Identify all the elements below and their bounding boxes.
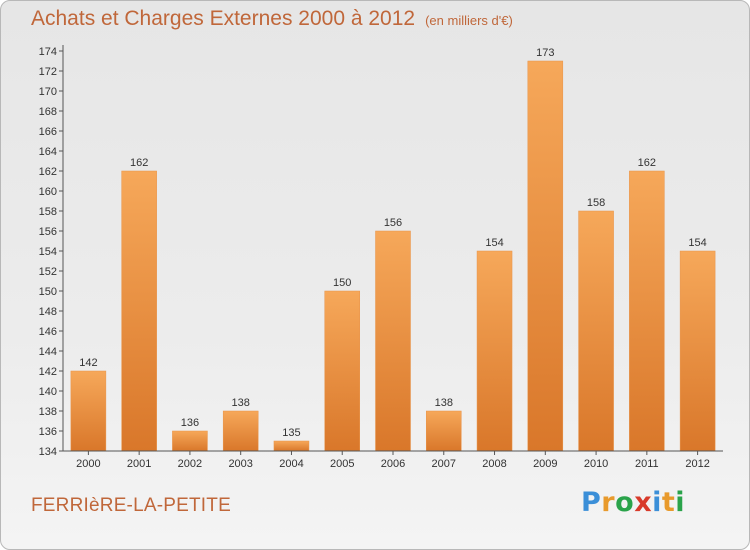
logo-letter: i <box>652 487 662 518</box>
x-tick-label-2006: 2006 <box>381 458 405 470</box>
x-tick-label-2010: 2010 <box>584 458 608 470</box>
y-tick-label: 164 <box>39 146 57 158</box>
x-tick-label-2007: 2007 <box>432 458 456 470</box>
y-tick-label: 146 <box>39 326 57 338</box>
x-tick-label-2004: 2004 <box>279 458 303 470</box>
y-tick-label: 160 <box>39 186 57 198</box>
chart-subtitle: (en milliers d'€) <box>425 13 513 28</box>
x-tick-label-2003: 2003 <box>228 458 252 470</box>
value-label-2007: 138 <box>435 397 453 409</box>
value-label-2009: 173 <box>536 47 554 59</box>
y-tick-label: 152 <box>39 266 57 278</box>
value-label-2001: 162 <box>130 157 148 169</box>
bar-2005 <box>324 290 360 452</box>
x-tick-label-2000: 2000 <box>76 458 100 470</box>
bar-2011 <box>629 170 665 452</box>
y-tick-label: 150 <box>39 286 57 298</box>
x-tick-label-2002: 2002 <box>178 458 202 470</box>
x-tick-label-2001: 2001 <box>127 458 151 470</box>
y-tick-label: 162 <box>39 166 57 178</box>
y-tick-label: 154 <box>39 246 57 258</box>
x-tick-label-2011: 2011 <box>635 458 659 470</box>
x-tick-label-2005: 2005 <box>330 458 354 470</box>
value-label-2010: 158 <box>587 197 605 209</box>
bar-2010 <box>578 210 614 452</box>
bar-2006 <box>375 230 411 452</box>
bar-2000 <box>70 370 107 452</box>
y-tick-label: 148 <box>39 306 57 318</box>
proxiti-logo: Proxiti <box>581 487 685 518</box>
x-tick-label-2009: 2009 <box>533 458 557 470</box>
logo-letter: r <box>601 487 616 518</box>
bar-2001 <box>121 170 157 452</box>
logo-letter: o <box>615 487 635 518</box>
bar-2009 <box>527 60 564 452</box>
y-axis: 134 136 138 140 142 144 146 148 150 152 154 156 158 1… <box>39 45 64 458</box>
y-tick-label: 170 <box>39 86 57 98</box>
bar-2008 <box>476 250 513 452</box>
y-tick-label: 136 <box>39 426 57 438</box>
logo-letter: P <box>581 487 602 518</box>
value-label-2004: 135 <box>282 427 300 439</box>
y-tick-label: 174 <box>39 46 57 58</box>
y-tick-label: 140 <box>39 386 57 398</box>
chart-title-text: Achats et Charges Externes 2000 à 2012 <box>31 7 416 30</box>
y-tick-label: 156 <box>39 226 57 238</box>
value-label-2012: 154 <box>688 237 706 249</box>
y-tick-label: 172 <box>39 66 57 78</box>
x-axis: 2000 2001 2002 2003 2004 2005 2006 2007 2008 2009… <box>63 450 723 470</box>
x-tick-label-2012: 2012 <box>685 458 709 470</box>
y-tick-label: 134 <box>39 446 57 458</box>
y-tick-label: 166 <box>39 126 57 138</box>
value-label-2003: 138 <box>232 397 250 409</box>
value-label-2006: 156 <box>384 217 402 229</box>
bar-2012 <box>679 250 716 452</box>
y-tick-label: 158 <box>39 206 57 218</box>
value-label-2000: 142 <box>79 357 97 369</box>
y-tick-label: 138 <box>39 406 57 418</box>
value-label-2002: 136 <box>181 417 199 429</box>
bar-2002 <box>172 430 208 452</box>
bar-2007 <box>426 410 462 452</box>
x-tick-label-2008: 2008 <box>482 458 506 470</box>
value-label-2005: 150 <box>333 277 351 289</box>
y-tick-label: 142 <box>39 366 57 378</box>
y-tick-label: 168 <box>39 106 57 118</box>
chart-title: Achats et Charges Externes 2000 à 2012 (e… <box>31 7 513 31</box>
logo-letter: x <box>634 487 653 518</box>
y-tick-label: 144 <box>39 346 57 358</box>
logo-letter: i <box>675 487 686 518</box>
bar-2004 <box>273 440 310 452</box>
commune-name: FERRIèRE-LA-PETITE <box>31 495 231 516</box>
value-label-2011: 162 <box>638 157 656 169</box>
value-label-2008: 154 <box>485 237 503 249</box>
bar-2003 <box>222 410 259 452</box>
logo-letter: t <box>661 487 676 518</box>
bars: 142 162 136 138 135 150 156 138 154 173 158 162 154 <box>70 47 716 452</box>
